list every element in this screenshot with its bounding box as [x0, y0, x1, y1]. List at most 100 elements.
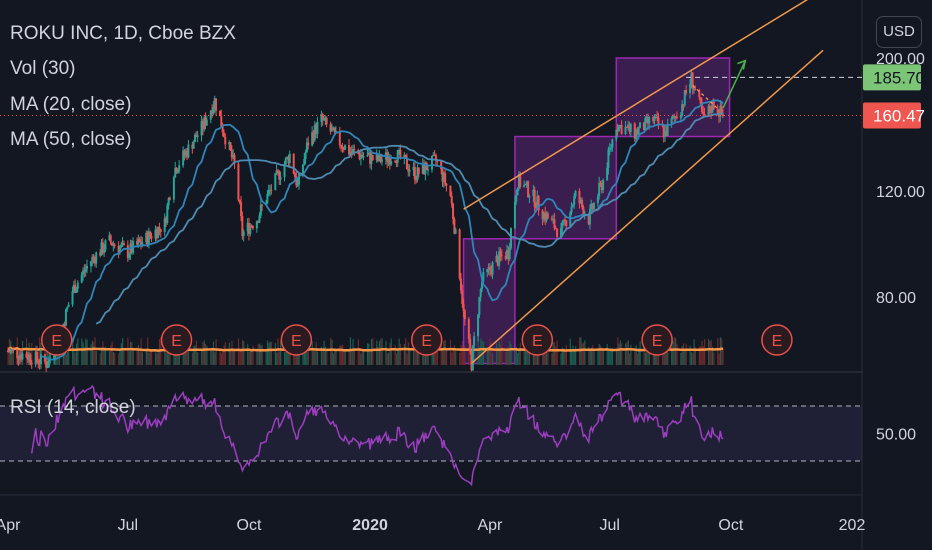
volume-bar [597, 348, 599, 365]
volume-bar [320, 346, 323, 365]
candle-body [359, 154, 362, 159]
candle-body [313, 124, 316, 141]
candle-body [664, 130, 667, 137]
volume-bar [95, 350, 97, 365]
candle-body [344, 145, 347, 150]
candle-body [454, 229, 457, 234]
volume-bar [489, 338, 491, 365]
volume-bar [445, 349, 448, 365]
candle-body [433, 154, 436, 156]
candle-body [716, 108, 719, 113]
candle-body [204, 117, 207, 126]
candle-body [617, 125, 620, 132]
candle-body [157, 227, 160, 238]
volume-bar [344, 350, 346, 365]
candle-body [136, 241, 139, 245]
candle-body [699, 97, 702, 104]
volume-bar [174, 347, 176, 365]
volume-bar [108, 351, 111, 365]
volume-bar [495, 343, 498, 365]
candle-body [378, 153, 381, 161]
channel-upper-line [463, 0, 809, 210]
candle-body [721, 114, 724, 117]
volume-bar [509, 340, 511, 365]
volume-bar [90, 344, 92, 365]
candle-body [698, 90, 701, 98]
volume-bar [228, 342, 230, 365]
candle-body [482, 272, 485, 282]
volume-bar [187, 341, 190, 365]
candle-body [590, 203, 593, 209]
volume-bar [517, 353, 519, 365]
volume-bar [91, 340, 93, 365]
candle-body [523, 184, 526, 187]
candle-body [629, 123, 632, 132]
volume-bar [497, 349, 499, 365]
candle-body [246, 222, 249, 232]
volume-bar [619, 340, 621, 365]
candle-body [627, 124, 630, 128]
volume-bar [673, 337, 675, 365]
volume-bar [581, 343, 583, 365]
candle-body [222, 132, 225, 137]
candle-body [462, 304, 465, 311]
candle-body [294, 173, 297, 178]
volume-bar [261, 344, 263, 365]
volume-bar [571, 350, 573, 365]
projection-arrow [722, 60, 747, 109]
volume-bar [636, 353, 639, 365]
volume-bar [628, 353, 631, 365]
volume-bar [122, 337, 124, 365]
volume-bar [459, 352, 461, 365]
candle-body [471, 345, 474, 371]
volume-bar [573, 349, 575, 365]
candle-body [237, 163, 240, 200]
candle-body [719, 105, 722, 117]
volume-bar [194, 345, 196, 365]
rsi-legend: RSI (14, close) [10, 397, 136, 418]
candle-body [38, 363, 41, 365]
candle-body [473, 336, 476, 346]
volume-bar [538, 352, 540, 365]
candle-body [274, 173, 277, 190]
x-tick-label: Jul [118, 517, 138, 534]
candle-body [83, 270, 86, 272]
volume-bar [223, 345, 225, 365]
candle-body [592, 202, 595, 210]
volume-bar [123, 350, 125, 365]
volume-bar [480, 338, 482, 365]
candle-body [25, 353, 28, 358]
volume-bar [376, 340, 378, 365]
candle-body [108, 235, 111, 241]
candle-body [599, 182, 602, 184]
candle-body [53, 355, 56, 359]
volume-bar [265, 351, 267, 365]
volume-bar [626, 342, 628, 365]
candle-body [175, 167, 178, 174]
volume-bar [582, 342, 585, 365]
volume-bar [682, 343, 685, 365]
volume-bar [257, 343, 259, 365]
candle-body [269, 189, 272, 191]
volume-bar [151, 350, 153, 365]
currency-button[interactable]: USD [876, 16, 922, 48]
volume-bar [519, 343, 521, 365]
candle-body [407, 169, 410, 172]
candle-body [708, 105, 711, 112]
volume-bar [449, 339, 452, 365]
candle-body [423, 163, 426, 175]
volume-bar [717, 338, 719, 365]
volume-bar [191, 352, 194, 365]
volume-bar [592, 345, 594, 365]
volume-bar [424, 351, 427, 365]
candle-body [524, 184, 527, 186]
volume-bar [551, 353, 553, 365]
volume-bar [675, 337, 677, 365]
volume-bar [710, 340, 712, 365]
volume-bar [501, 337, 503, 365]
candle-body [652, 117, 655, 122]
volume-bar [366, 343, 369, 365]
volume-bar [435, 341, 437, 365]
volume-bar [278, 351, 280, 365]
